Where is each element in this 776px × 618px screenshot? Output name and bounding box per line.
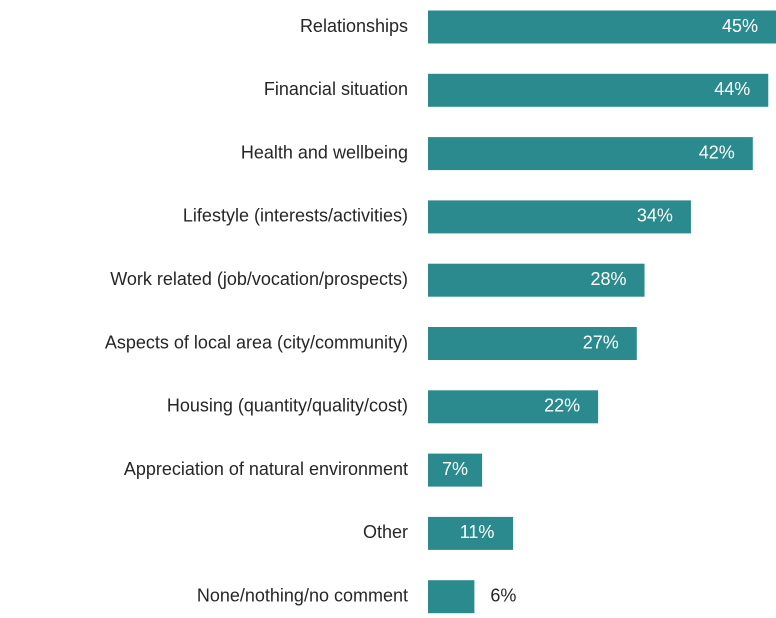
value-label: 6%: [490, 585, 516, 605]
category-label: Lifestyle (interests/activities): [183, 206, 408, 226]
category-label: Financial situation: [264, 79, 408, 99]
value-label: 7%: [442, 459, 468, 479]
bar: [428, 516, 514, 550]
category-label: Appreciation of natural environment: [124, 459, 408, 479]
category-label: Relationships: [300, 16, 408, 36]
value-label: 45%: [722, 16, 758, 36]
category-label: Other: [363, 522, 408, 542]
category-label: None/nothing/no comment: [197, 585, 408, 605]
category-label: Health and wellbeing: [241, 142, 408, 162]
bar: [428, 200, 691, 234]
value-label: 22%: [544, 396, 580, 416]
bar: [428, 73, 769, 107]
value-label: 42%: [699, 142, 735, 162]
bar: [428, 327, 637, 360]
bar: [428, 10, 776, 44]
bar: [428, 390, 599, 424]
bar: [428, 580, 475, 614]
category-label: Aspects of local area (city/community): [105, 332, 408, 352]
value-label: 11%: [460, 522, 495, 542]
value-label: 28%: [591, 269, 627, 289]
category-label: Housing (quantity/quality/cost): [167, 396, 408, 416]
value-label: 34%: [637, 206, 673, 226]
bar: [428, 453, 483, 487]
value-label: 44%: [714, 79, 750, 99]
bar: [428, 263, 645, 297]
bar: [428, 137, 753, 171]
category-label: Work related (job/vocation/prospects): [110, 269, 408, 289]
value-label: 27%: [583, 332, 619, 352]
